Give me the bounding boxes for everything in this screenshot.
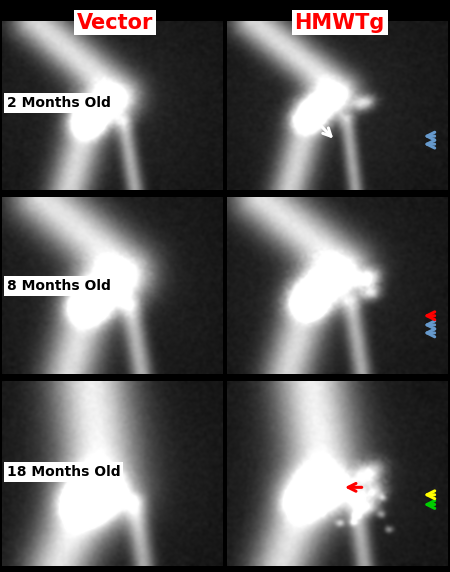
Text: 8 Months Old: 8 Months Old xyxy=(7,279,111,293)
Text: Vector: Vector xyxy=(76,13,153,33)
Text: 2 Months Old: 2 Months Old xyxy=(7,96,111,110)
Text: HMWTg: HMWTg xyxy=(295,13,385,33)
Text: 18 Months Old: 18 Months Old xyxy=(7,465,121,479)
